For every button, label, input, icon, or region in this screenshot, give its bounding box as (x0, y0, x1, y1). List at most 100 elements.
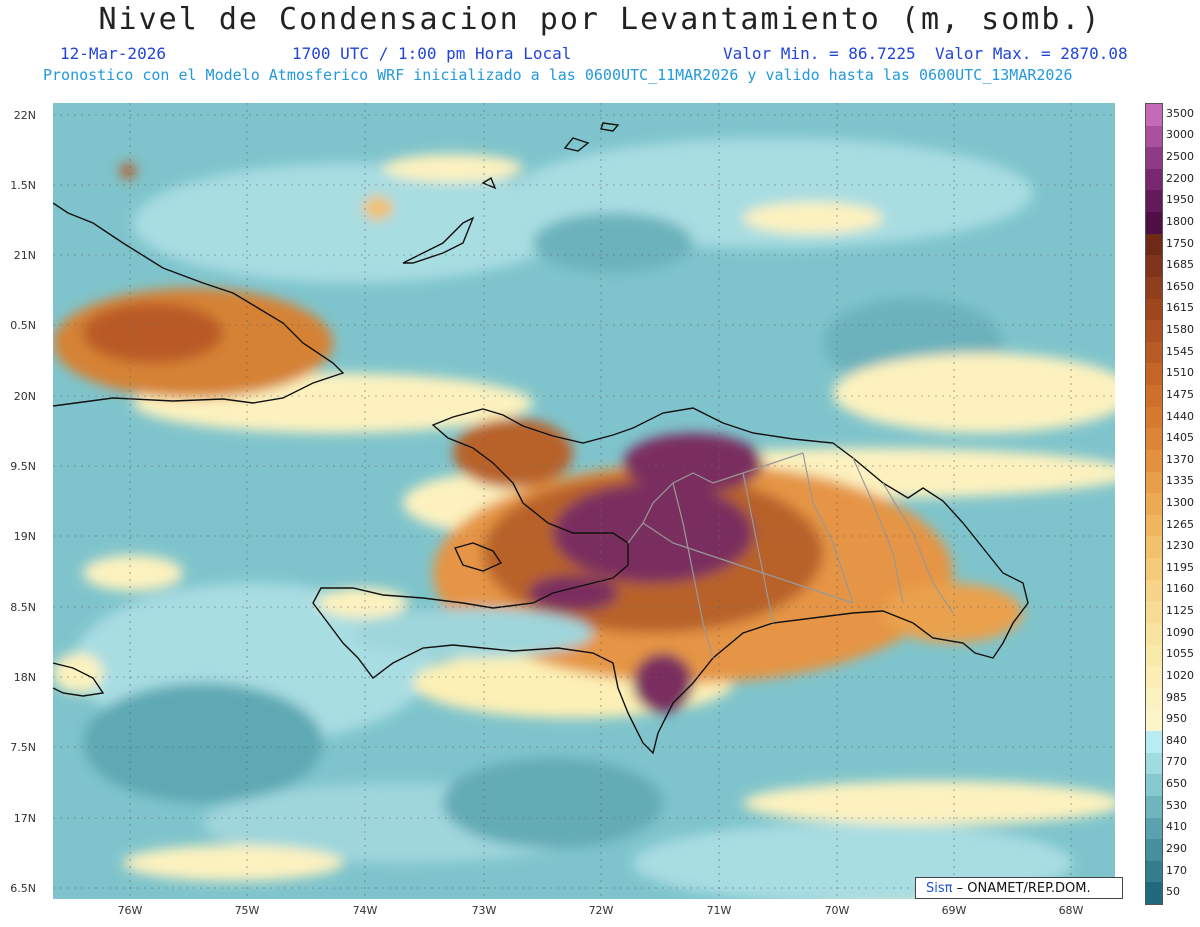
colorbar-segment (1146, 276, 1162, 300)
lat-label: 18N (13, 671, 36, 684)
colorbar-label: 1230 (1166, 539, 1194, 553)
valor-min-label: Valor Min. = 86.7225 (723, 44, 916, 63)
colorbar-segment (1146, 709, 1162, 732)
colorbar-label: 1950 (1166, 193, 1194, 207)
colorbar-label: 1650 (1166, 279, 1194, 293)
lon-label: 74W (352, 904, 378, 917)
lon-label: 69W (941, 904, 967, 917)
colorbar-segment (1146, 860, 1162, 883)
colorbar-segment (1146, 125, 1162, 148)
colorbar-label: 2200 (1166, 171, 1194, 185)
lon-label: 68W (1058, 904, 1084, 917)
lon-label: 72W (588, 904, 614, 917)
colorbar-label: 3500 (1166, 106, 1194, 120)
credit-brand: Sisπ (926, 881, 953, 896)
subtitle: Pronostico con el Modelo Atmosferico WRF… (43, 66, 1073, 84)
colorbar-segment (1146, 687, 1162, 710)
colorbar-label: 3000 (1166, 128, 1194, 142)
colorbar-label: 170 (1166, 863, 1187, 877)
colorbar-segment (1146, 363, 1162, 386)
colorbar-label: 1405 (1166, 431, 1194, 445)
colorbar-segment (1146, 644, 1162, 667)
colorbar-label: 770 (1166, 755, 1187, 769)
cuba-coast (53, 202, 345, 407)
turks-caicos-coast (481, 122, 620, 190)
graticule (53, 103, 1115, 899)
colorbar-segment (1146, 536, 1162, 559)
colorbar-label: 1055 (1166, 647, 1194, 661)
lat-label: 22N (13, 109, 36, 122)
coastlines (53, 122, 1029, 755)
lat-label: 8.5N (10, 601, 36, 614)
credit-text: – ONAMET/REP.DOM. (956, 881, 1091, 896)
colorbar-segment (1146, 731, 1162, 754)
colorbar-label: 50 (1166, 885, 1180, 899)
colorbar-segment (1146, 493, 1162, 516)
colorbar-segment (1146, 298, 1162, 321)
colorbar-label: 1510 (1166, 366, 1194, 380)
lat-label: 20N (13, 390, 36, 403)
colorbar-segment (1146, 255, 1162, 278)
colorbar-segment (1146, 839, 1162, 862)
colorbar-segment (1146, 147, 1162, 170)
colorbar-label: 2500 (1166, 150, 1194, 164)
colorbar-label: 1370 (1166, 452, 1194, 466)
chart-title: Nivel de Condensacion por Levantamiento … (98, 2, 1102, 37)
lcl-field (53, 138, 1115, 899)
colorbar-label: 1475 (1166, 387, 1194, 401)
lon-label: 75W (234, 904, 260, 917)
inagua-coast (402, 216, 475, 264)
credit-box: Sisπ – ONAMET/REP.DOM. (915, 877, 1123, 899)
colorbar-label: 1440 (1166, 409, 1194, 423)
province-borders (627, 452, 954, 659)
colorbar-label: 1335 (1166, 474, 1194, 488)
colorbar-label: 840 (1166, 733, 1187, 747)
colorbar-segment (1146, 666, 1162, 689)
colorbar-segment (1146, 168, 1162, 191)
jamaica-coast (53, 662, 105, 697)
lon-label: 70W (824, 904, 850, 917)
colorbar-segment (1146, 320, 1162, 343)
colorbar-segment (1146, 406, 1162, 429)
lat-label: 0.5N (10, 319, 36, 332)
date-label: 12-Mar-2026 (60, 44, 166, 63)
colorbar-segment (1146, 601, 1162, 624)
lat-label: 21N (13, 249, 36, 262)
lat-label: 7.5N (10, 741, 36, 754)
colorbar-segment (1146, 341, 1162, 364)
colorbar-segment (1146, 774, 1162, 797)
colorbar-segment (1146, 471, 1162, 494)
colorbar-segment (1146, 882, 1162, 905)
map-canvas (53, 103, 1115, 899)
colorbar-label: 1160 (1166, 582, 1194, 596)
colorbar-label: 1545 (1166, 344, 1194, 358)
colorbar-segment (1146, 622, 1162, 646)
colorbar-segment (1146, 579, 1162, 602)
lat-label: 1.5N (10, 179, 36, 192)
colorbar-segment (1146, 385, 1162, 408)
colorbar-label: 985 (1166, 690, 1187, 704)
colorbar-label: 650 (1166, 777, 1187, 791)
lcl-map (53, 103, 1115, 899)
colorbar-label: 1800 (1166, 214, 1194, 228)
colorbar-segment (1146, 190, 1162, 213)
colorbar-segment (1146, 558, 1162, 581)
colorbar-label: 1615 (1166, 301, 1194, 315)
colorbar-segment (1146, 817, 1162, 840)
colorbar-segment (1146, 514, 1162, 537)
colorbar-label: 290 (1166, 841, 1187, 855)
colorbar-label: 1580 (1166, 323, 1194, 337)
colorbar-label: 950 (1166, 712, 1187, 726)
colorbar-segment (1146, 212, 1162, 235)
colorbar-label: 1195 (1166, 560, 1194, 574)
lon-label: 71W (706, 904, 732, 917)
hispaniola-coast (312, 407, 1029, 755)
colorbar-label: 1020 (1166, 668, 1194, 682)
lat-label: 17N (13, 812, 36, 825)
valor-max-label: Valor Max. = 2870.08 (935, 44, 1128, 63)
colorbar-label: 1125 (1166, 604, 1194, 618)
colorbar-segment (1146, 752, 1162, 775)
lat-label: 6.5N (10, 882, 36, 895)
colorbar-label: 410 (1166, 820, 1187, 834)
time-label: 1700 UTC / 1:00 pm Hora Local (292, 44, 572, 63)
